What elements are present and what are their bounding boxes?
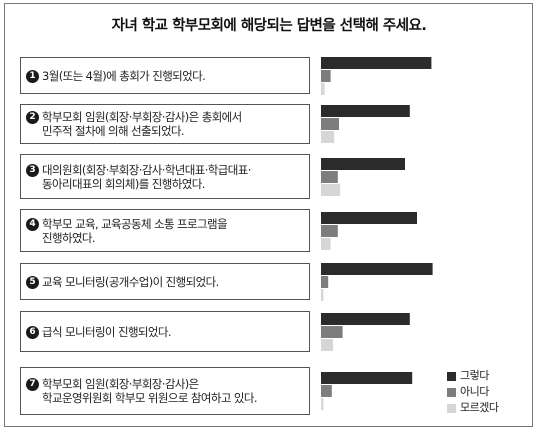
question-text-line: 민주적 절차에 의해 선출되었다. bbox=[42, 124, 185, 138]
bar-q2-series-1 bbox=[321, 118, 339, 130]
question-number-badge: 6 bbox=[26, 326, 39, 339]
bar-q4-series-1 bbox=[321, 225, 338, 237]
legend-swatch bbox=[447, 388, 456, 397]
question-text-line: 3월(또는 4월)에 총회가 진행되었다. bbox=[42, 69, 206, 83]
bar-q6-series-1 bbox=[321, 326, 343, 338]
question-number-badge: 4 bbox=[26, 218, 39, 231]
bar-q1-series-1 bbox=[321, 70, 331, 82]
bar-q3-series-0 bbox=[321, 158, 405, 170]
question-number-badge: 3 bbox=[26, 164, 39, 177]
question-text-line: 학부모회 임원(회장·부회장·감사)은 총회에서 bbox=[42, 110, 242, 124]
question-text-line: 학교운영위원회 학부모 위원으로 참여하고 있다. bbox=[42, 391, 257, 405]
bar-q1-series-0 bbox=[321, 57, 432, 69]
bar-q6-series-2 bbox=[321, 339, 333, 351]
bar-q5-series-2 bbox=[321, 289, 324, 301]
legend-swatch bbox=[447, 404, 456, 413]
question-box: 6 급식 모니터링이 진행되었다. bbox=[20, 311, 310, 352]
bar-q2-series-0 bbox=[321, 105, 410, 117]
question-text: 급식 모니터링이 진행되었다. bbox=[42, 325, 305, 339]
legend-swatch bbox=[447, 372, 456, 381]
question-text-line: 교육 모니터링(공개수업)이 진행되었다. bbox=[42, 275, 219, 289]
question-number-badge: 5 bbox=[26, 276, 39, 289]
legend-label: 모르겠다 bbox=[460, 401, 499, 414]
question-text-line: 대의원회(회장·부회장·감사·학년대표·학급대표· bbox=[42, 163, 251, 177]
question-text: 학부모회 임원(회장·부회장·감사)은 학교운영위원회 학부모 위원으로 참여하고… bbox=[42, 377, 305, 405]
question-text: 대의원회(회장·부회장·감사·학년대표·학급대표· 동아리대표의 회의체)를 진행… bbox=[42, 163, 305, 191]
question-box: 4 학부모 교육, 교육공동체 소통 프로그램을 진행하였다. bbox=[20, 209, 310, 252]
question-text: 교육 모니터링(공개수업)이 진행되었다. bbox=[42, 275, 305, 289]
bar-q4-series-2 bbox=[321, 238, 331, 250]
bar-q4-series-0 bbox=[321, 212, 417, 224]
question-box: 5 교육 모니터링(공개수업)이 진행되었다. bbox=[20, 263, 310, 300]
bar-q5-series-0 bbox=[321, 263, 433, 275]
bar-q7-series-2 bbox=[321, 398, 324, 410]
chart-title: 자녀 학교 학부모회에 해당되는 답변을 선택해 주세요. bbox=[111, 18, 427, 34]
question-number-badge: 2 bbox=[26, 111, 39, 124]
question-text: 3월(또는 4월)에 총회가 진행되었다. bbox=[42, 69, 305, 83]
question-text-line: 진행하였다. bbox=[42, 231, 96, 245]
question-number-badge: 7 bbox=[26, 378, 39, 391]
question-text-line: 급식 모니터링이 진행되었다. bbox=[42, 325, 172, 339]
question-text-line: 학부모회 임원(회장·부회장·감사)은 bbox=[42, 377, 199, 391]
bar-q1-series-2 bbox=[321, 83, 325, 95]
question-box: 2 학부모회 임원(회장·부회장·감사)은 총회에서 민주적 절차에 의해 선출되었… bbox=[20, 104, 310, 144]
bar-q6-series-0 bbox=[321, 313, 410, 325]
question-text-line: 학부모 교육, 교육공동체 소통 프로그램을 bbox=[42, 217, 228, 231]
bar-q2-series-2 bbox=[321, 131, 335, 143]
question-box: 7 학부모회 임원(회장·부회장·감사)은 학교운영위원회 학부모 위원으로 참여하… bbox=[20, 367, 310, 415]
question-box: 3 대의원회(회장·부회장·감사·학년대표·학급대표· 동아리대표의 회의체)를 진… bbox=[20, 154, 310, 199]
bar-q5-series-1 bbox=[321, 276, 329, 288]
bar-q7-series-0 bbox=[321, 372, 413, 384]
bar-q3-series-1 bbox=[321, 171, 338, 183]
question-text: 학부모회 임원(회장·부회장·감사)은 총회에서 민주적 절차에 의해 선출되었다… bbox=[42, 110, 305, 138]
legend-label: 아니다 bbox=[460, 385, 489, 398]
question-text: 학부모 교육, 교육공동체 소통 프로그램을 진행하였다. bbox=[42, 217, 305, 245]
question-number-badge: 1 bbox=[26, 70, 39, 83]
question-box: 1 3월(또는 4월)에 총회가 진행되었다. bbox=[20, 57, 310, 94]
bar-q7-series-1 bbox=[321, 385, 332, 397]
question-text-line: 동아리대표의 회의체)를 진행하였다. bbox=[42, 177, 205, 191]
bar-q3-series-2 bbox=[321, 184, 341, 196]
legend-label: 그렇다 bbox=[460, 369, 489, 382]
